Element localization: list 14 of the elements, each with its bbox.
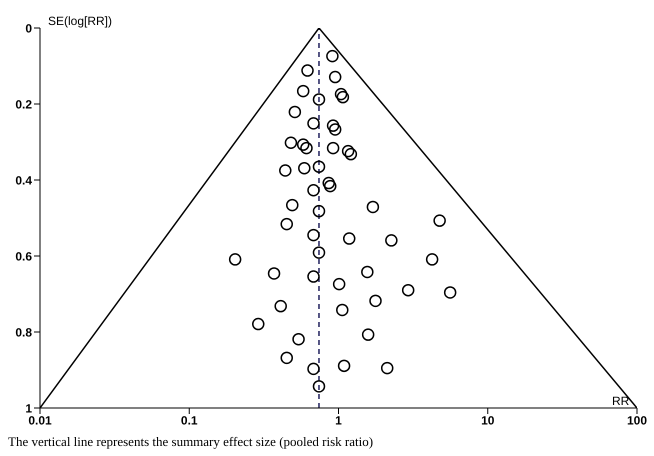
y-tick-label: 0.4 (15, 173, 32, 188)
x-tick-label: 1 (335, 414, 342, 428)
y-tick-label: 0.8 (15, 325, 32, 340)
x-tick-label: 0.01 (28, 414, 52, 428)
x-axis-title: RR (612, 394, 630, 408)
y-tick-label: 0.2 (15, 97, 32, 112)
y-tick-label: 0 (25, 21, 32, 36)
x-tick-label: 100 (626, 414, 648, 428)
x-tick-label: 0.1 (180, 414, 198, 428)
text: The vertical line represents the summary effect size (pooled risk ratio) (8, 434, 374, 450)
y-tick-label: 1 (25, 401, 32, 416)
y-axis-title: SE(log[RR]) (48, 14, 112, 28)
y-tick-label: 0.6 (15, 249, 32, 264)
x-tick-label: 10 (481, 414, 495, 428)
